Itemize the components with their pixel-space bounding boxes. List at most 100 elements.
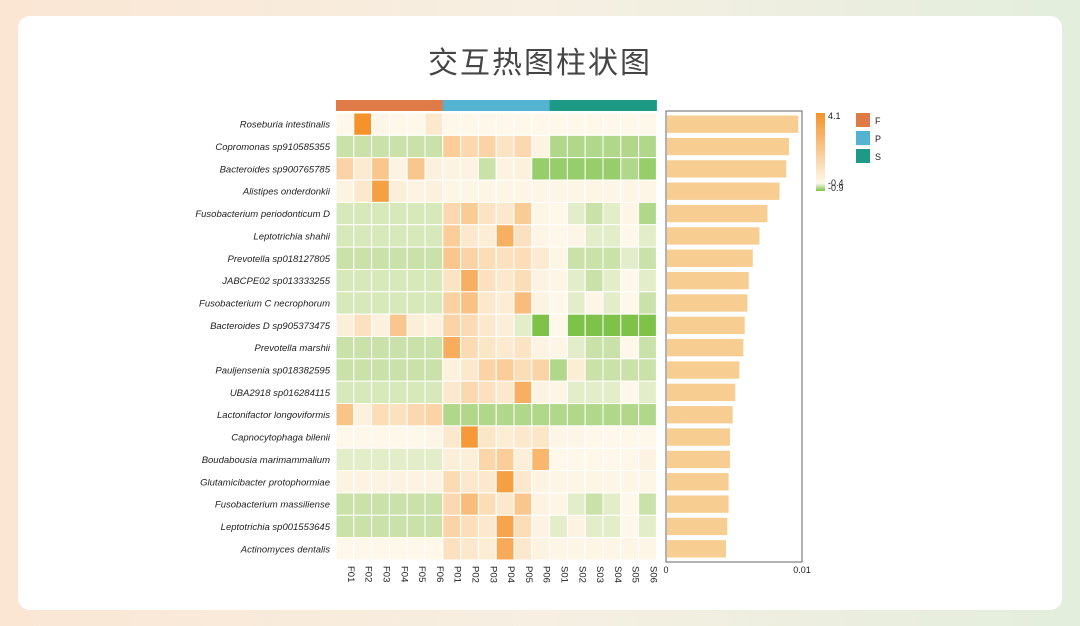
- heatmap-cell: [477, 380, 497, 405]
- heatmap-cell: [620, 179, 640, 203]
- heatmap-cell: [602, 179, 622, 203]
- heatmap-cell: [460, 201, 479, 226]
- color-scale-bar: [816, 113, 825, 191]
- bar: [667, 428, 730, 446]
- heatmap-cell: [388, 380, 408, 405]
- heatmap-cell: [442, 134, 462, 159]
- row-label: Boudabousia marimammalium: [202, 455, 330, 466]
- heatmap-cell: [513, 134, 533, 159]
- heatmap-cell: [513, 313, 533, 337]
- heatmap-cell: [335, 403, 355, 427]
- heatmap-cell: [371, 313, 390, 337]
- heatmap-cell: [353, 313, 373, 337]
- bar: [667, 115, 799, 133]
- heatmap-cell: [549, 336, 568, 360]
- heatmap-cell: [638, 403, 657, 427]
- heatmap-cell: [406, 291, 426, 315]
- heatmap-cell: [566, 492, 586, 516]
- row-label: UBA2918 sp016284115: [230, 388, 331, 399]
- heatmap-cell: [531, 268, 551, 293]
- heatmap-cell: [549, 380, 568, 405]
- heatmap-cell: [353, 470, 373, 494]
- heatmap-cell: [531, 425, 551, 449]
- column-label: S03: [594, 566, 605, 583]
- heatmap-cell: [353, 201, 373, 226]
- heatmap-cell: [495, 380, 515, 405]
- heatmap-cell: [513, 447, 533, 472]
- heatmap-cell: [602, 336, 622, 360]
- heatmap-cell: [388, 313, 408, 337]
- heatmap-cell: [638, 425, 657, 449]
- heatmap-cell: [620, 246, 640, 270]
- heatmap-cell: [584, 313, 604, 337]
- heatmap-cell: [406, 470, 426, 494]
- column-label: S02: [576, 566, 587, 583]
- heatmap-cell: [513, 268, 533, 293]
- column-label: P06: [541, 566, 552, 583]
- heatmap-cell: [602, 380, 622, 405]
- row-label: Fusobacterium C necrophorum: [199, 298, 330, 309]
- heatmap-cell: [442, 514, 462, 539]
- heatmap-cell: [531, 537, 551, 561]
- heatmap-cell: [460, 447, 479, 472]
- heatmap-cell: [353, 268, 373, 293]
- column-label: F04: [398, 566, 409, 582]
- heatmap-cell: [388, 358, 408, 382]
- heatmap-cell: [584, 447, 604, 472]
- heatmap-cell: [424, 134, 444, 159]
- heatmap-cell: [602, 246, 622, 270]
- heatmap-cell: [442, 291, 462, 315]
- row-label: Glutamicibacter protophormiae: [200, 477, 330, 488]
- heatmap-cell: [495, 157, 515, 181]
- heatmap-cell: [620, 425, 640, 449]
- heatmap-cell: [477, 358, 497, 382]
- heatmap-cell: [460, 157, 479, 181]
- heatmap-cell: [442, 157, 462, 181]
- heatmap-cell: [388, 514, 408, 539]
- heatmap-cell: [638, 268, 657, 293]
- row-label: Roseburia intestinalis: [240, 120, 331, 131]
- row-label: Alistipes onderdonkii: [242, 187, 331, 198]
- row-label: Fusobacterium massiliense: [215, 500, 330, 511]
- heatmap-cell: [477, 268, 497, 293]
- column-label: S06: [648, 566, 659, 583]
- heatmap-cell: [602, 537, 622, 561]
- heatmap-cell: [549, 470, 568, 494]
- heatmap-cell: [353, 336, 373, 360]
- column-label: P04: [505, 566, 516, 583]
- heatmap-cell: [549, 537, 568, 561]
- heatmap-cell: [460, 291, 479, 315]
- heatmap-cell: [638, 470, 657, 494]
- heatmap-cell: [638, 537, 657, 561]
- heatmap-cell: [584, 492, 604, 516]
- heatmap-cell: [638, 179, 657, 203]
- bar: [667, 473, 729, 491]
- heatmap-cell: [620, 403, 640, 427]
- heatmap-cell: [638, 380, 657, 405]
- row-label: Leptotrichia sp001553645: [221, 522, 331, 533]
- heatmap-cell: [566, 179, 586, 203]
- heatmap-cell: [335, 157, 355, 181]
- heatmap-cell: [477, 179, 497, 203]
- heatmap-cell: [388, 134, 408, 159]
- group-bar-P-7: [442, 100, 462, 111]
- bar: [667, 249, 753, 267]
- heatmap-cell: [495, 492, 515, 516]
- heatmap-cell: [335, 201, 355, 226]
- heatmap-cell: [424, 358, 444, 382]
- bar: [667, 383, 736, 402]
- heatmap-cell: [353, 358, 373, 382]
- heatmap-cell: [371, 537, 390, 561]
- heatmap-cell: [531, 313, 551, 337]
- heatmap-cell: [638, 201, 657, 226]
- heatmap-cell: [335, 134, 355, 159]
- heatmap-cell: [353, 134, 373, 159]
- bar: [667, 450, 730, 469]
- bar: [667, 227, 760, 245]
- heatmap-cell: [442, 492, 462, 516]
- heatmap-cell: [371, 179, 390, 203]
- row-label: Prevotella sp018127805: [228, 254, 331, 265]
- heatmap-cell: [477, 492, 497, 516]
- heatmap-cell: [353, 112, 373, 136]
- heatmap-cell: [424, 246, 444, 270]
